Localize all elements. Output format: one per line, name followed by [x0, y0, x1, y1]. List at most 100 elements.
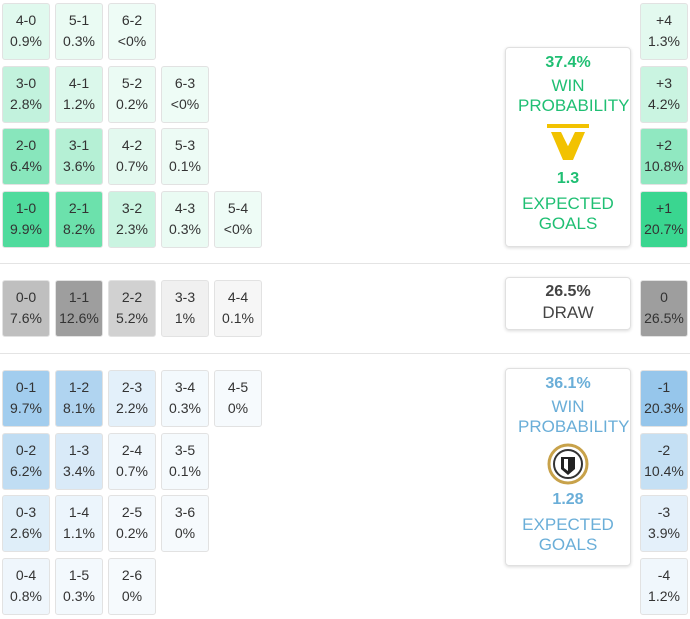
margin-cell: +2 10.8% — [640, 128, 688, 185]
score: 3-4 — [174, 379, 196, 395]
probability: 0% — [174, 525, 196, 541]
probability: 7.6% — [10, 310, 42, 326]
label: WIN PROBABILITY — [518, 397, 630, 436]
score-cell: 4-4 0.1% — [214, 280, 262, 337]
probability: 2.3% — [116, 220, 148, 237]
score: 3-5 — [174, 441, 196, 458]
margin-cell: -1 20.3% — [640, 370, 688, 427]
score-cell: 2-5 0.2% — [108, 495, 156, 552]
probability: 0.2% — [116, 95, 148, 112]
logo-wrap — [506, 443, 630, 487]
score-cell: 0-3 2.6% — [2, 495, 50, 552]
score: 1-5 — [68, 566, 90, 583]
probability: 0.7% — [116, 462, 148, 479]
score: 4-4 — [227, 289, 249, 305]
score: 0-1 — [15, 379, 37, 395]
probability: 1.1% — [63, 525, 95, 541]
probability: 0.7% — [116, 158, 148, 174]
probability: 1.3% — [648, 33, 680, 49]
score: 4-0 — [15, 12, 37, 28]
expected-goals: 1.3 — [556, 170, 580, 187]
probability: 8.1% — [63, 400, 95, 416]
score: 2-4 — [121, 441, 143, 458]
score: 4-2 — [121, 137, 143, 153]
goal-difference: -3 — [657, 504, 671, 520]
score-cell: 4-0 0.9% — [2, 3, 50, 60]
score-cell: 1-2 8.1% — [55, 370, 103, 427]
score-cell: 3-2 2.3% — [108, 190, 156, 248]
probability: 26.5% — [644, 310, 684, 326]
margin-cell: +4 1.3% — [640, 3, 688, 60]
score: 2-1 — [68, 199, 90, 216]
score-cell: 3-4 0.3% — [161, 370, 209, 427]
score-cell: 4-2 0.7% — [108, 128, 156, 185]
probability: 2.2% — [116, 400, 148, 416]
score: 5-1 — [68, 12, 90, 28]
probability: 3.9% — [648, 525, 680, 541]
probability: 5.2% — [116, 310, 148, 326]
score: 3-6 — [174, 504, 196, 520]
summary-box: 36.1% WIN PROBABILITY 1.28 EXPECTED GOALS — [505, 368, 631, 566]
goal-difference: -4 — [657, 566, 671, 583]
score-cell: 1-1 12.6% — [55, 280, 103, 337]
probability: 10.8% — [644, 158, 684, 174]
score-cell: 4-1 1.2% — [55, 65, 103, 123]
score-cell: 3-5 0.1% — [161, 432, 209, 490]
score: 0-4 — [15, 566, 37, 583]
probability: 0.3% — [63, 33, 95, 49]
score-cell: 6-2 <0% — [108, 3, 156, 60]
percentage: 26.5% — [545, 283, 591, 300]
logo-wrap — [506, 122, 630, 166]
goal-difference: +2 — [656, 137, 672, 153]
score-cell: 3-6 0% — [161, 495, 209, 552]
probability: 0.1% — [222, 310, 254, 326]
score-cell: 2-1 8.2% — [55, 190, 103, 248]
score: 2-2 — [121, 289, 143, 305]
probability: 6.2% — [10, 462, 42, 479]
probability: 0.1% — [169, 158, 201, 174]
label: EXPECTED GOALS — [522, 515, 614, 554]
probability: 6.4% — [10, 158, 42, 174]
margin-cell: 0 26.5% — [640, 280, 688, 337]
score-cell: 1-3 3.4% — [55, 432, 103, 490]
score-cell: 5-3 0.1% — [161, 128, 209, 185]
probability: 0.3% — [169, 400, 201, 416]
score: 4-3 — [174, 199, 196, 216]
score: 6-3 — [174, 74, 196, 91]
score-cell: 4-3 0.3% — [161, 190, 209, 248]
expected-goals: 1.28 — [552, 491, 584, 508]
margin-cell: -3 3.9% — [640, 495, 688, 552]
score: 2-3 — [121, 379, 143, 395]
score-cell: 0-4 0.8% — [2, 557, 50, 615]
team-logo — [547, 443, 589, 485]
probability: <0% — [223, 220, 253, 237]
probability: 2.6% — [10, 525, 42, 541]
probability: 20.3% — [644, 400, 684, 416]
margin-cell: -2 10.4% — [640, 432, 688, 490]
goal-difference: +4 — [656, 12, 672, 28]
probability: 10.4% — [644, 462, 684, 479]
probability: 0% — [121, 587, 143, 604]
score-cell: 6-3 <0% — [161, 65, 209, 123]
probability: 0% — [227, 400, 249, 416]
goal-difference: +1 — [656, 199, 672, 216]
probability: 0.3% — [169, 220, 201, 237]
score: 2-5 — [121, 504, 143, 520]
score: 1-2 — [68, 379, 90, 395]
score: 5-3 — [174, 137, 196, 153]
score: 2-6 — [121, 566, 143, 583]
probability: <0% — [117, 33, 147, 49]
score: 0-3 — [15, 504, 37, 520]
label: EXPECTED GOALS — [522, 194, 614, 233]
probability: 1.2% — [63, 95, 95, 112]
margin-cell: +3 4.2% — [640, 65, 688, 123]
margin-cell: -4 1.2% — [640, 557, 688, 615]
score-cell: 3-1 3.6% — [55, 128, 103, 185]
score: 3-2 — [121, 199, 143, 216]
score-cell: 1-4 1.1% — [55, 495, 103, 552]
score: 5-4 — [227, 199, 249, 216]
score-cell: 1-5 0.3% — [55, 557, 103, 615]
goal-difference: -2 — [657, 441, 671, 458]
score-cell: 0-1 9.7% — [2, 370, 50, 427]
